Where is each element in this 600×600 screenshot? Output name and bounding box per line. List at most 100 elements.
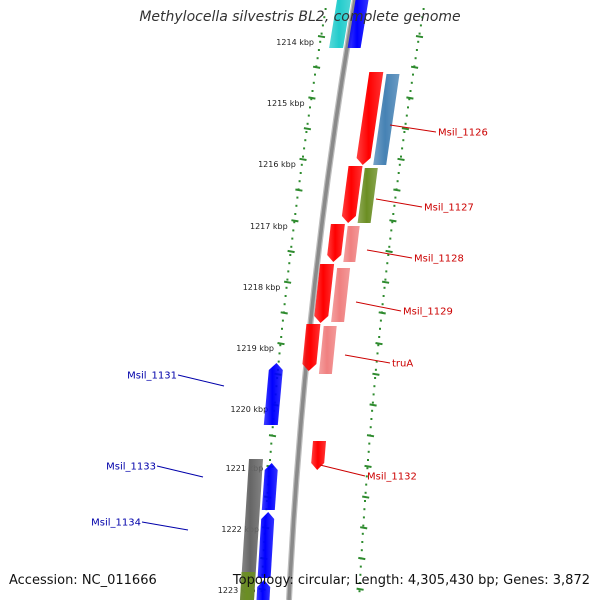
outer-rail-dot	[389, 237, 392, 240]
outer-rail-dot	[367, 450, 370, 453]
leader-line	[319, 464, 366, 477]
outer-rail-dot	[405, 114, 408, 117]
gene-label: Msil_1126	[438, 128, 488, 139]
scale-label: 1216 kbp	[258, 160, 296, 169]
leader-line	[141, 521, 189, 531]
outer-rail-dot	[372, 393, 375, 396]
gene-msil-1127	[341, 166, 363, 223]
inner-rail-dot	[281, 319, 284, 322]
leader-line	[156, 465, 204, 478]
outer-rail-major-tick	[364, 464, 372, 468]
inner-rail-dot	[285, 286, 288, 289]
inner-rail-dot	[310, 98, 313, 101]
gene-msil-1135	[256, 580, 271, 600]
gene-trua	[302, 324, 321, 371]
inner-rail-dot	[277, 360, 280, 363]
inner-rail-dot	[293, 221, 296, 224]
gene-label: Msil_1133	[106, 462, 156, 473]
outer-rail-major-tick	[389, 219, 397, 223]
inner-rail-dot	[317, 49, 320, 51]
inner-rail-major-tick	[295, 188, 303, 192]
gene-label: Msil_1127	[424, 203, 474, 214]
gene-msil-1131	[263, 363, 283, 425]
outer-rail-dot	[363, 508, 366, 511]
scale-label: 1219 kbp	[236, 344, 274, 353]
outer-rail-dot	[391, 221, 394, 224]
inner-rail-major-tick	[287, 249, 295, 254]
outer-rail-dot	[410, 81, 413, 84]
outer-rail-dot	[377, 344, 380, 347]
inner-rail-dot	[321, 24, 324, 27]
outer-rail-dot	[385, 270, 388, 273]
outer-rail-dot	[358, 582, 361, 584]
outer-rail-dot	[390, 229, 393, 232]
outer-rail-dot	[412, 73, 414, 76]
inner-rail-major-tick	[303, 127, 312, 131]
outer-rail-dot	[375, 360, 378, 363]
outer-rail-major-tick	[375, 342, 383, 346]
outer-rail-dot	[401, 147, 404, 150]
outer-rail-major-tick	[372, 372, 380, 376]
cds-msil-1133	[240, 459, 263, 600]
inner-rail-dot	[316, 57, 319, 60]
outer-rail-dot	[409, 90, 412, 92]
scale-label: 1215 kbp	[267, 99, 305, 108]
outer-rail-dot	[362, 524, 365, 527]
outer-rail-dot	[378, 336, 381, 338]
outer-rail-dot	[365, 475, 368, 478]
outer-rail-dot	[394, 196, 397, 199]
inner-rail-dot	[324, 8, 327, 10]
outer-rail-major-tick	[362, 495, 370, 499]
outer-rail-dot	[415, 49, 418, 51]
inner-rail-dot	[299, 172, 302, 174]
outer-rail-dot	[370, 418, 373, 420]
outer-rail-dot	[414, 57, 417, 60]
inner-rail-dot	[291, 237, 294, 240]
outer-rail-dot	[376, 352, 379, 355]
map-title: Methylocella silvestris BL2, complete ge…	[139, 9, 461, 25]
outer-rail-dot	[382, 295, 385, 297]
inner-rail-major-tick	[317, 35, 326, 39]
inner-rail-dot	[294, 213, 297, 215]
outer-rail-dot	[418, 32, 421, 35]
outer-rail-dot	[360, 549, 363, 552]
inner-rail-dot	[302, 155, 304, 158]
scale-label: 1223 kbp	[218, 586, 256, 595]
cds-msil-1127	[357, 168, 378, 223]
outer-rail-dot	[387, 254, 390, 256]
outer-rail-dot	[398, 163, 401, 166]
outer-rail-dot	[408, 98, 411, 101]
gene-label: Msil_1129	[403, 307, 453, 318]
outer-rail-dot	[407, 106, 409, 109]
outer-rail-major-tick	[397, 157, 405, 161]
inner-rail-dot	[323, 16, 326, 19]
outer-rail-dot	[388, 245, 391, 248]
inner-rail-dot	[286, 278, 289, 281]
gene-label: Msil_1132	[367, 472, 417, 483]
outer-rail-dot	[374, 368, 377, 371]
outer-rail-major-tick	[406, 96, 414, 100]
inner-rail-dot	[312, 81, 315, 84]
outer-rail-dot	[364, 500, 366, 502]
outer-rail-dot	[400, 155, 402, 158]
leader-line	[344, 354, 391, 364]
outer-rail-dot	[365, 483, 368, 486]
outer-rail-major-tick	[378, 311, 386, 315]
inner-rail-dot	[271, 426, 274, 429]
outer-rail-dot	[361, 532, 364, 535]
accession-text: Accession: NC_011666	[9, 573, 157, 588]
outer-rail-dot	[383, 286, 386, 289]
inner-rail-dot	[290, 245, 293, 248]
outer-rail-dot	[366, 467, 369, 470]
outer-rail-dot	[417, 40, 420, 43]
inner-rail-dot	[284, 295, 287, 297]
outer-rail-dot	[374, 377, 377, 379]
outer-rail-dot	[359, 573, 362, 576]
inner-rail-dot	[304, 139, 307, 142]
leader-line	[389, 124, 437, 133]
scale-label: 1218 kbp	[243, 283, 281, 292]
inner-rail-dot	[298, 180, 301, 183]
outer-rail-dot	[359, 565, 362, 568]
gene-label: truA	[392, 359, 413, 370]
inner-rail-dot	[288, 262, 291, 265]
